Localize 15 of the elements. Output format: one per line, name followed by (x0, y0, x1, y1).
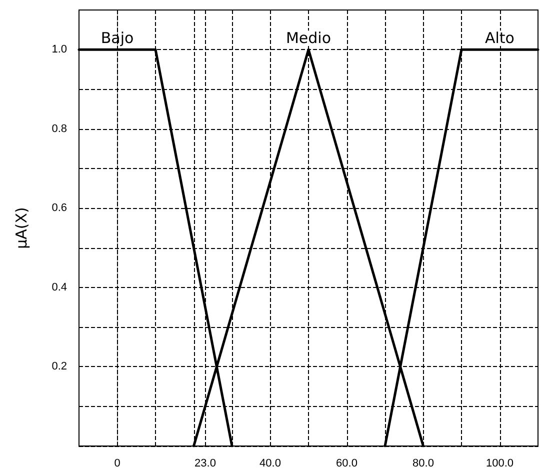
y-tick-label: 0.6 (52, 202, 67, 214)
y-tick-label: 0.8 (52, 122, 67, 135)
y-tick-label: 1.0 (52, 44, 67, 56)
y-tick-label: 0.4 (52, 281, 67, 294)
y-axis-title: μA(X) (12, 207, 30, 249)
series-label: Alto (485, 29, 514, 48)
y-tick-label: 0.2 (52, 360, 67, 373)
x-tick-label: 80.0 (412, 458, 434, 470)
series-label: Medio (286, 29, 332, 48)
x-tick-label: 40.0 (260, 458, 281, 470)
series-label: Bajo (100, 29, 134, 48)
x-tick-label: 60.0 (336, 458, 358, 470)
x-tick-label: 0 (114, 458, 120, 470)
x-tick-label: 23.0 (194, 458, 216, 470)
x-tick-label: 100.0 (486, 458, 514, 470)
